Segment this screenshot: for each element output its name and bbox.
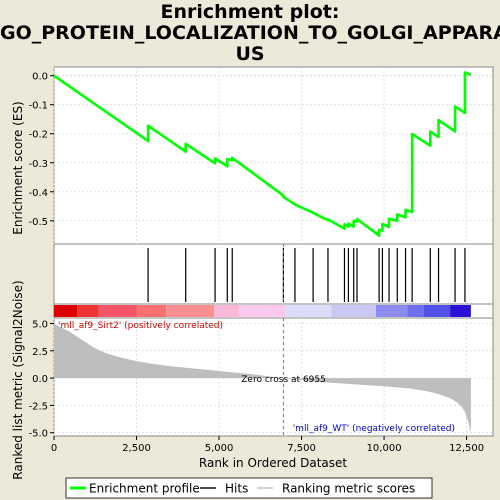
colorbar-segment (166, 305, 215, 317)
colorbar-segment (407, 305, 424, 317)
colorbar-segment (98, 305, 137, 317)
metric-y-axis-label: Ranked list metric (Signal2Noise) (11, 280, 25, 479)
metric-y-tick-label: 2.5 (32, 347, 48, 358)
x-tick-label: 0 (51, 443, 57, 454)
chart-title-line-1: Enrichment plot: (160, 1, 340, 23)
x-tick-label: 5,000 (205, 443, 234, 454)
colorbar-segment (285, 305, 332, 317)
x-tick-label: 7,500 (287, 443, 316, 454)
chart-title-line-3: US (235, 43, 265, 65)
x-axis-label: Rank in Ordered Dataset (199, 456, 347, 470)
colorbar-segment (331, 305, 376, 317)
chart-title-line-2: GO_PROTEIN_LOCALIZATION_TO_GOLGI_APPARAT (0, 22, 500, 44)
es-panel-frame (53, 66, 494, 245)
legend-label-ranking-metric: Ranking metric scores (282, 482, 415, 496)
enrichment-profile-line (53, 71, 472, 237)
colorbar-segment (238, 305, 286, 317)
ranking-metric-area (54, 323, 471, 433)
colorbar-segment (214, 305, 239, 317)
colorbar-segment (423, 305, 451, 317)
colorbar-segment (136, 305, 167, 317)
colorbar-segment (77, 305, 99, 317)
chart-title: Enrichment plot: GO_PROTEIN_LOCALIZATION… (0, 2, 500, 65)
x-tick-label: 10,000 (367, 443, 402, 454)
metric-y-tick-label: 5.0 (32, 319, 48, 330)
zero-cross-label: Zero cross at 6955 (241, 375, 326, 385)
x-tick-label: 12,500 (449, 443, 484, 454)
es-y-tick-label: -0.5 (28, 217, 48, 228)
es-y-tick-label: -0.2 (28, 130, 48, 141)
negative-correlation-label: 'mll_af9_WT' (negatively correlated) (293, 424, 455, 434)
metric-y-tick-label: -5.0 (28, 429, 48, 440)
hits-panel-frame (53, 243, 494, 305)
es-y-axis-label: Enrichment score (ES) (11, 101, 25, 234)
x-tick-label: 2,500 (122, 443, 151, 454)
colorbar-segment (54, 305, 78, 317)
es-y-tick-label: -0.1 (28, 101, 48, 112)
legend-box (65, 477, 433, 499)
es-y-tick-label: -0.4 (28, 188, 48, 199)
legend-label-enrichment-profile: Enrichment profile (89, 482, 200, 496)
metric-y-tick-label: -2.5 (28, 401, 48, 412)
es-y-tick-label: 0.0 (32, 72, 48, 83)
positive-correlation-label: 'mll_af9_Sirt2' (positively correlated) (58, 321, 223, 331)
colorbar-segment (450, 305, 471, 317)
legend-label-hits: Hits (225, 482, 248, 496)
colorbar-segment (375, 305, 408, 317)
metric-y-tick-label: 0.0 (32, 374, 48, 385)
legend: Enrichment profile Hits Ranking metric s… (65, 477, 433, 499)
es-y-tick-label: -0.3 (28, 159, 48, 170)
